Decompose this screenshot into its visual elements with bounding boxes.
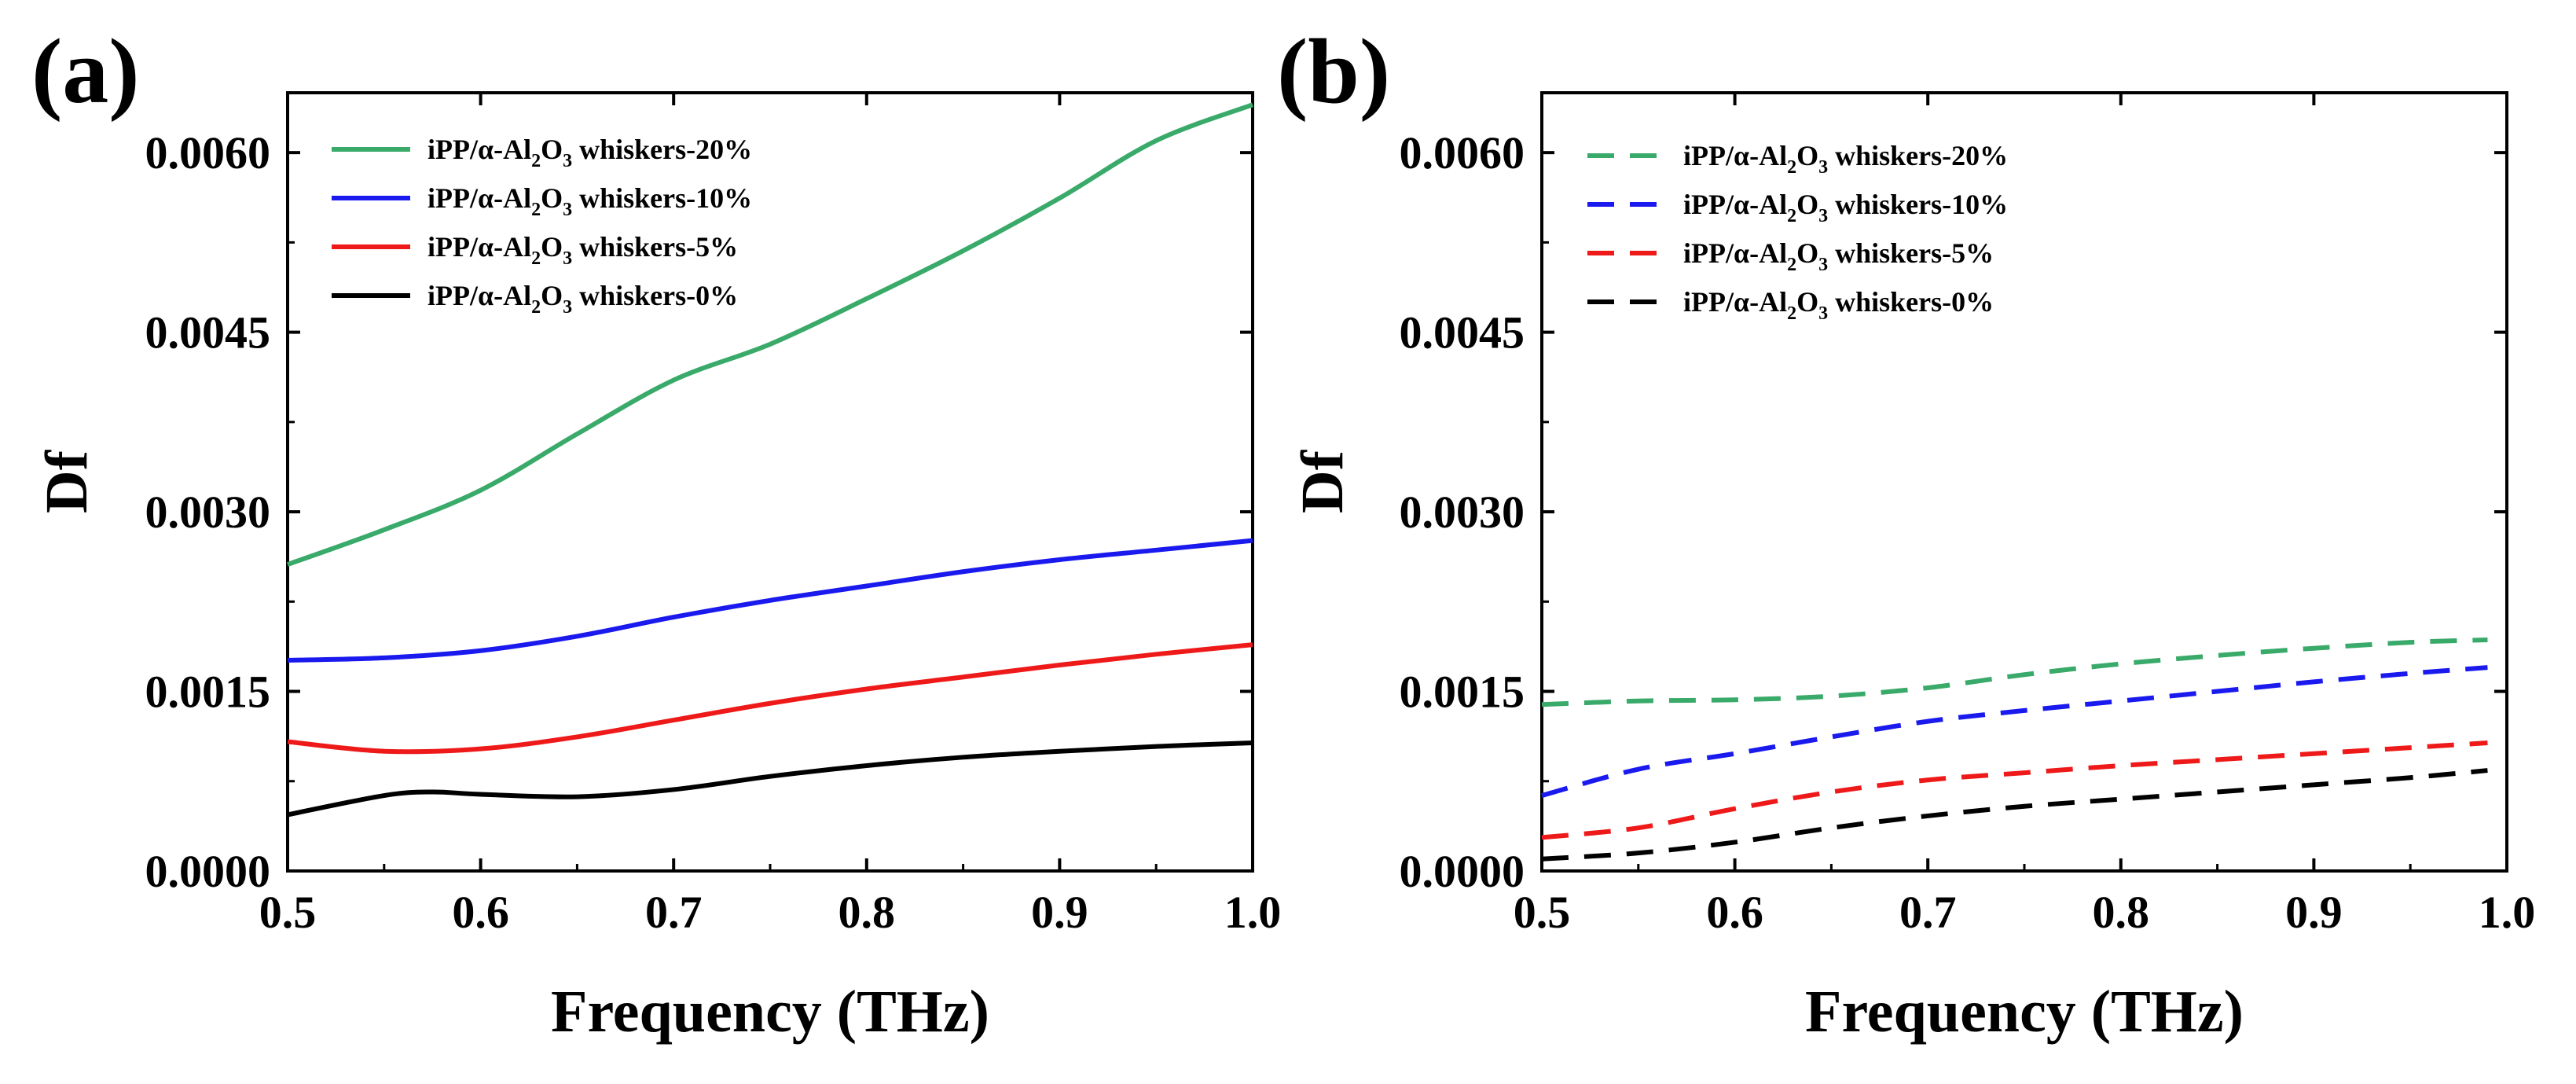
legend-label: iPP/α-Al2O3 whiskers-5% [1683, 237, 1994, 275]
panel-b: (b) 0.5 0.6 0.7 0.8 0.9 1.0 0.0000 0.0015 0.0030 0… [1277, 20, 2535, 1045]
series-line-a-0 [286, 102, 1254, 567]
y-tick-label: 0.0060 [145, 127, 271, 178]
legend-label: iPP/α-Al2O3 whiskers-5% [427, 231, 738, 269]
series-line-b-1 [1541, 665, 2488, 798]
legend-label-part: whiskers-20% [572, 134, 752, 165]
x-tick-label: 0.5 [1514, 887, 1571, 938]
legend-label: iPP/α-Al2O3 whiskers-20% [1683, 140, 2008, 178]
legend-label-part: O [541, 182, 563, 214]
legend-label-part: iPP/α-Al [427, 280, 531, 311]
y-tick-label: 0.0000 [145, 846, 271, 897]
legend-label-part: 2 [531, 248, 541, 269]
legend-label-part: iPP/α-Al [427, 182, 531, 214]
series-line-a-2 [287, 642, 1253, 755]
x-tick-label: 0.9 [2285, 887, 2343, 938]
legend-label-part: O [541, 134, 563, 165]
y-axis-title: Df [1290, 449, 1356, 513]
legend-label-part: whiskers-5% [572, 231, 738, 263]
y-tick-label: 0.0030 [1400, 487, 1525, 538]
panel-label-a: (a) [31, 20, 140, 123]
legend-label-part: 3 [1818, 255, 1828, 275]
y-tick-label: 0.0000 [1400, 846, 1525, 897]
y-tick-label: 0.0030 [145, 487, 271, 538]
legend-label-part: iPP/α-Al [1683, 286, 1787, 318]
legend-label: iPP/α-Al2O3 whiskers-10% [1683, 189, 2008, 226]
series-line-b-0 [1541, 638, 2488, 707]
legend-label-part: O [541, 280, 563, 311]
legend-label-part: 3 [1818, 206, 1828, 226]
legend-label-part: O [1796, 237, 1818, 269]
legend-label-part: O [1796, 140, 1818, 171]
y-tick-label: 0.0015 [145, 667, 271, 718]
legend-label-part: O [1796, 189, 1818, 220]
y-axis-title: Df [34, 449, 100, 513]
legend-label-part: 2 [1787, 303, 1796, 324]
legend-label: iPP/α-Al2O3 whiskers-20% [427, 134, 752, 171]
x-tick-label: 0.6 [452, 887, 509, 938]
x-tick-label: 0.6 [1706, 887, 1763, 938]
legend-label-part: iPP/α-Al [427, 134, 531, 165]
legend-label-part: 2 [531, 297, 541, 318]
x-tick-label: 0.8 [838, 887, 896, 938]
legend-label-part: O [541, 231, 563, 263]
panel-a: (a) 0.5 0.6 0.7 0.8 0.9 1.0 0.0000 0.0015 0.0030 0… [31, 20, 1281, 1045]
legend-label-part: whiskers-0% [1828, 286, 1994, 318]
legend-label-part: iPP/α-Al [1683, 189, 1787, 220]
legend-label-part: 2 [531, 151, 541, 171]
y-tick-label: 0.0015 [1400, 667, 1525, 718]
legend-label-part: whiskers-10% [1828, 189, 2008, 220]
legend-label-part: O [1796, 286, 1818, 318]
legend-label-part: 3 [1818, 157, 1828, 178]
legend-label-part: whiskers-0% [572, 280, 738, 311]
x-tick-label: 0.7 [1899, 887, 1957, 938]
legend-label-part: 2 [1787, 157, 1796, 178]
legend-label-part: 3 [563, 200, 572, 220]
legend-label-part: 2 [1787, 255, 1796, 275]
legend-label-part: 3 [563, 151, 572, 171]
legend-label-part: 2 [531, 200, 541, 220]
legend-label-part: iPP/α-Al [1683, 140, 1787, 171]
x-tick-label: 0.5 [259, 887, 317, 938]
x-tick-label: 0.7 [645, 887, 703, 938]
y-tick-label: 0.0045 [145, 307, 271, 358]
x-tick-label: 1.0 [2479, 887, 2536, 938]
x-axis-title: Frequency (THz) [551, 979, 989, 1045]
legend-label-part: whiskers-10% [572, 182, 752, 214]
x-tick-label: 1.0 [1224, 887, 1282, 938]
panel-label-b: (b) [1277, 20, 1390, 123]
x-tick-label: 0.8 [2093, 887, 2150, 938]
y-tick-label: 0.0045 [1400, 307, 1525, 358]
series-line-a-3 [287, 740, 1253, 818]
legend-label-part: iPP/α-Al [1683, 237, 1787, 269]
x-tick-label: 0.9 [1031, 887, 1088, 938]
legend-label: iPP/α-Al2O3 whiskers-10% [427, 182, 752, 220]
legend-label-part: 3 [563, 297, 572, 318]
series-line-a-1 [287, 538, 1253, 663]
legend-label-part: whiskers-5% [1828, 237, 1994, 269]
legend-label-part: 3 [1818, 303, 1828, 324]
legend-label: iPP/α-Al2O3 whiskers-0% [427, 280, 738, 318]
legend-label-part: 2 [1787, 206, 1796, 226]
series-line-b-2 [1541, 740, 2488, 840]
y-tick-label: 0.0060 [1400, 127, 1525, 178]
legend-label-part: iPP/α-Al [427, 231, 531, 263]
legend-label-part: 3 [563, 248, 572, 269]
x-axis-title: Frequency (THz) [1805, 979, 2244, 1045]
legend-label-part: whiskers-20% [1828, 140, 2008, 171]
series-line-b-3 [1541, 768, 2488, 862]
legend-label: iPP/α-Al2O3 whiskers-0% [1683, 286, 1994, 324]
